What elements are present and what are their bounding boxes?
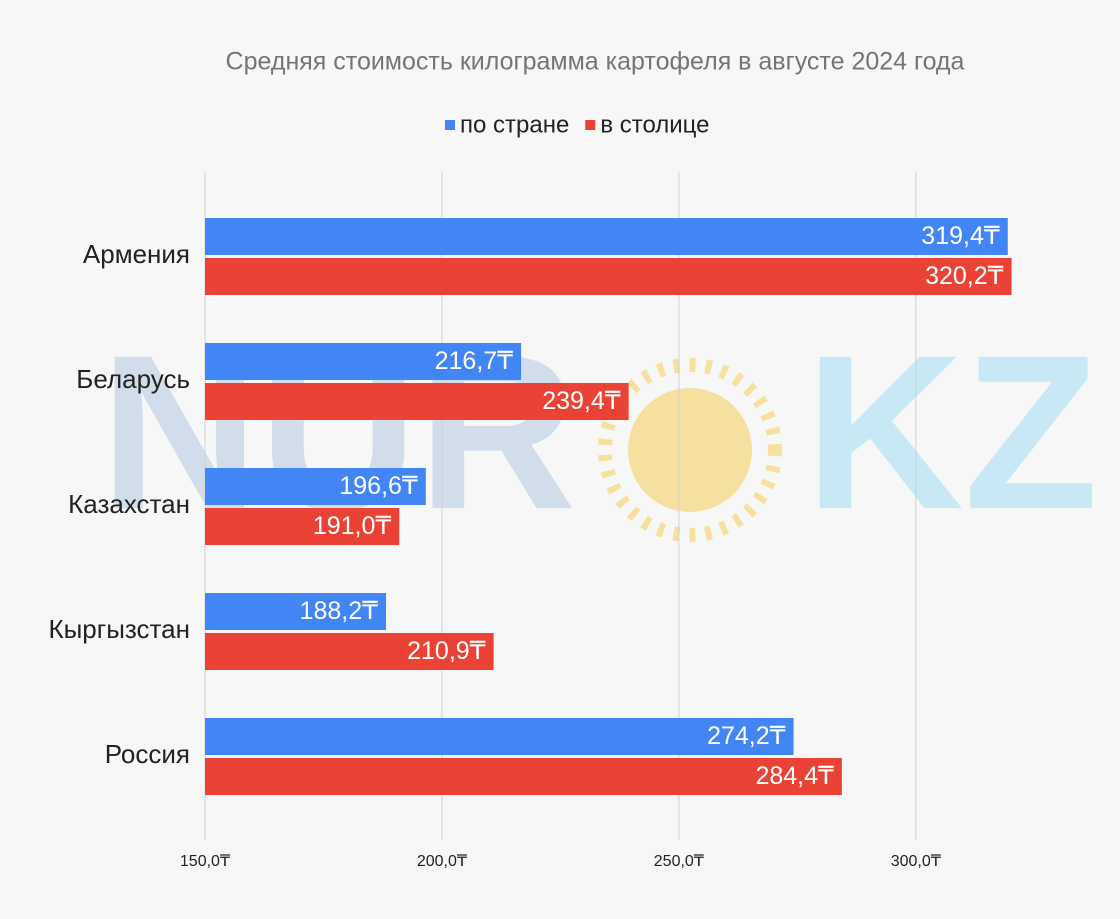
bar: [205, 633, 494, 670]
x-tick-label: 200,0₸: [417, 853, 468, 870]
watermark-sun: [598, 358, 782, 542]
value-label: 216,7₸: [435, 347, 514, 375]
value-label: 210,9₸: [407, 637, 486, 665]
bar: [205, 758, 842, 795]
legend-swatch: [445, 120, 455, 130]
value-label: 191,0₸: [313, 512, 392, 540]
chart-title: Средняя стоимость килограмма картофеля в…: [226, 48, 965, 76]
y-tick-label: Беларусь: [76, 364, 190, 394]
legend-swatch: [585, 120, 596, 130]
bar: [205, 258, 1012, 295]
y-tick-label: Казахстан: [68, 489, 190, 519]
y-tick-label: Армения: [83, 239, 190, 269]
value-label: 320,2₸: [925, 262, 1004, 290]
value-label: 239,4₸: [542, 387, 621, 415]
value-label: 274,2₸: [707, 722, 786, 750]
x-tick-label: 150,0₸: [180, 853, 231, 870]
bar: [205, 593, 387, 630]
value-label: 188,2₸: [300, 597, 379, 625]
value-label: 319,4₸: [921, 222, 1000, 250]
bar: [205, 468, 426, 505]
x-tick-label: 300,0₸: [891, 853, 942, 870]
legend-label: по стране: [460, 111, 569, 138]
value-label: 284,4₸: [755, 762, 834, 790]
legend-label: в столице: [600, 111, 709, 138]
value-label: 196,6₸: [339, 472, 418, 500]
bar: [205, 218, 1008, 255]
y-tick-label: Россия: [105, 739, 190, 769]
x-tick-label: 250,0₸: [654, 853, 705, 870]
bar: [205, 508, 400, 545]
bar: [205, 383, 629, 420]
bar: [205, 718, 794, 755]
watermark-text: KZ: [805, 309, 1098, 555]
bar: [205, 343, 522, 380]
y-tick-label: Кыргызстан: [48, 614, 190, 644]
